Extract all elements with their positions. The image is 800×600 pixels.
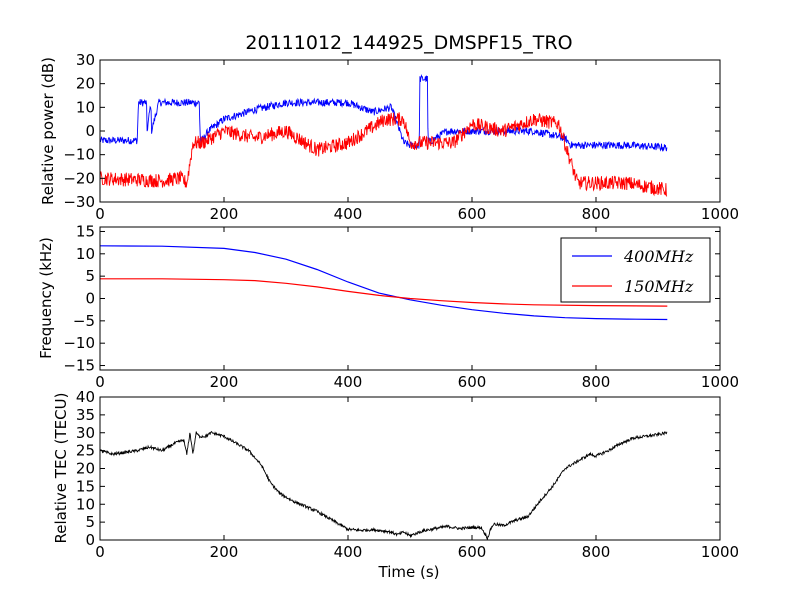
- y-tick-label: −20: [63, 169, 95, 187]
- y-tick-label: 20: [76, 75, 95, 93]
- frequency-series-400mhz-line: [100, 245, 668, 321]
- legend-label-150mhz: 150MHz: [624, 277, 694, 296]
- power-panel: 0 200 400 600 800 1000 30 20 10 0 −10 −20 −30 Relati…: [39, 51, 739, 223]
- frequency-y-axis-label: Frequency (kHz): [37, 237, 55, 359]
- y-tick-label: 30: [76, 51, 95, 69]
- power-series-1-line: [100, 112, 668, 197]
- tec-y-axis-label: Relative TEC (TECU): [52, 393, 70, 544]
- legend-label-400mhz: 400MHz: [623, 247, 694, 266]
- power-plot-area: [100, 74, 668, 197]
- frequency-series-150mhz-line: [100, 278, 668, 307]
- x-tick-label: 600: [458, 543, 487, 561]
- x-tick-label: 400: [334, 543, 363, 561]
- y-tick-label: −5: [73, 312, 95, 330]
- x-tick-label: 800: [582, 543, 611, 561]
- frequency-ticks: 0 200 400 600 800 1000 15 10 5 0 −5 −10 −15: [63, 222, 739, 391]
- y-tick-label: 25: [76, 442, 95, 460]
- tec-series-0-line: [100, 430, 668, 540]
- x-tick-label: 800: [582, 205, 611, 223]
- y-tick-label: 5: [85, 267, 95, 285]
- power-series-0-line: [100, 74, 668, 152]
- y-tick-label: 30: [76, 424, 95, 442]
- y-tick-label: −15: [63, 357, 95, 375]
- tec-plot-area: [100, 430, 668, 540]
- x-tick-label: 600: [458, 373, 487, 391]
- y-tick-label: 15: [76, 222, 95, 240]
- power-ticks: 0 200 400 600 800 1000 30 20 10 0 −10 −20 −30: [63, 51, 739, 223]
- x-tick-label: 1000: [701, 543, 739, 561]
- x-tick-label: 1000: [701, 205, 739, 223]
- y-tick-label: 0: [85, 290, 95, 308]
- y-tick-label: 15: [76, 477, 95, 495]
- legend-box: [560, 237, 711, 303]
- y-tick-label: 0: [85, 531, 95, 549]
- x-tick-label: 200: [210, 205, 239, 223]
- frequency-panel: 0 200 400 600 800 1000 15 10 5 0 −5 −10 −15 Frequenc…: [37, 222, 739, 391]
- chart-title: 20111012_144925_DMSPF15_TRO: [245, 32, 572, 54]
- y-tick-label: 10: [76, 98, 95, 116]
- x-tick-label: 600: [458, 205, 487, 223]
- y-tick-label: 40: [76, 388, 95, 406]
- x-tick-label: 200: [210, 373, 239, 391]
- legend: 400MHz 150MHz: [560, 237, 711, 303]
- x-axis-label: Time (s): [378, 563, 440, 581]
- x-tick-label: 0: [95, 205, 105, 223]
- y-tick-label: 5: [85, 513, 95, 531]
- power-y-axis-label: Relative power (dB): [39, 57, 57, 205]
- x-tick-label: 400: [334, 373, 363, 391]
- x-tick-label: 400: [334, 205, 363, 223]
- x-tick-label: 200: [210, 543, 239, 561]
- y-tick-label: 35: [76, 406, 95, 424]
- x-tick-label: 0: [95, 373, 105, 391]
- frequency-plot-area: [100, 245, 668, 321]
- x-tick-label: 1000: [701, 373, 739, 391]
- y-tick-label: 0: [85, 122, 95, 140]
- x-tick-label: 800: [582, 373, 611, 391]
- y-tick-label: −30: [63, 193, 95, 211]
- tec-axes-frame: [99, 396, 721, 541]
- y-tick-label: 20: [76, 460, 95, 478]
- y-tick-label: −10: [63, 146, 95, 164]
- x-tick-label: 0: [95, 543, 105, 561]
- y-tick-label: 10: [76, 495, 95, 513]
- y-tick-label: −10: [63, 334, 95, 352]
- y-tick-label: 10: [76, 245, 95, 263]
